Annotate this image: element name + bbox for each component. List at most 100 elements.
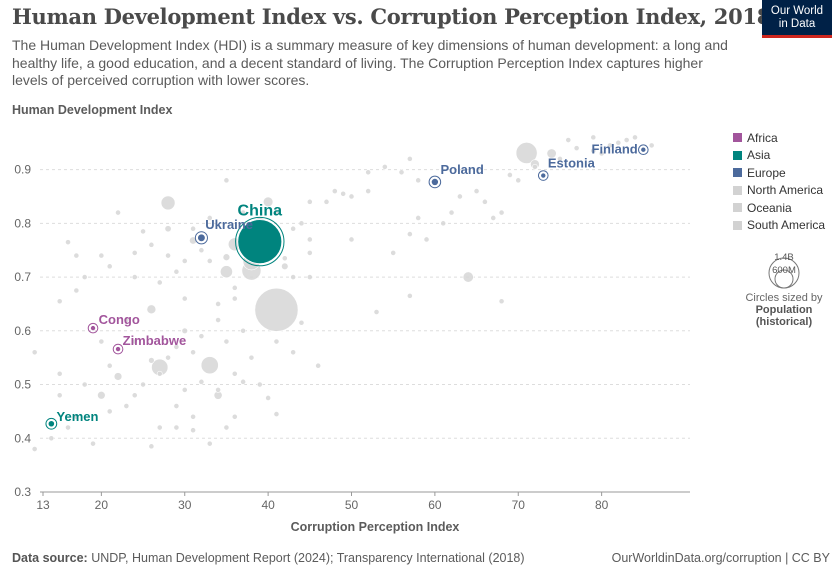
data-point[interactable] <box>73 287 80 294</box>
data-point[interactable] <box>181 327 188 335</box>
data-point[interactable] <box>231 295 238 302</box>
data-point[interactable] <box>590 147 597 154</box>
data-point[interactable] <box>448 209 455 216</box>
data-point[interactable] <box>231 413 238 420</box>
data-point[interactable] <box>106 362 113 369</box>
legend-item-south-america[interactable]: South America <box>733 217 840 235</box>
data-point[interactable] <box>206 215 213 221</box>
data-point[interactable] <box>113 372 123 381</box>
data-point[interactable] <box>423 236 430 243</box>
data-point[interactable] <box>648 142 655 149</box>
data-point[interactable] <box>340 190 347 197</box>
data-point[interactable] <box>140 228 146 235</box>
data-point[interactable] <box>565 137 572 143</box>
data-point[interactable] <box>615 139 622 146</box>
data-point[interactable] <box>160 195 176 211</box>
legend-item-europe[interactable]: Europe <box>733 164 840 182</box>
data-point[interactable] <box>298 319 305 326</box>
data-point[interactable] <box>106 263 113 270</box>
data-point[interactable] <box>98 252 105 259</box>
data-point[interactable] <box>546 148 557 159</box>
data-point[interactable] <box>164 225 172 233</box>
data-point[interactable] <box>262 196 274 208</box>
data-point[interactable] <box>306 198 313 205</box>
owid-logo[interactable]: Our World in Data <box>762 0 832 38</box>
data-point[interactable] <box>173 424 180 431</box>
data-point[interactable] <box>406 292 413 299</box>
data-point[interactable] <box>56 298 63 305</box>
data-point[interactable] <box>181 258 188 264</box>
data-point[interactable] <box>323 198 330 205</box>
data-point[interactable] <box>373 309 380 315</box>
data-point[interactable] <box>381 164 388 170</box>
data-point[interactable] <box>31 349 38 356</box>
legend-item-asia[interactable]: Asia <box>733 147 840 165</box>
data-point[interactable] <box>73 413 80 420</box>
data-point[interactable] <box>532 164 538 170</box>
data-point[interactable] <box>65 424 71 431</box>
highlighted-point-zimbabwe[interactable] <box>115 346 122 353</box>
data-point[interactable] <box>498 209 505 216</box>
data-point[interactable] <box>190 349 196 356</box>
highlighted-point-china[interactable] <box>237 219 283 265</box>
data-point[interactable] <box>273 338 280 345</box>
data-point[interactable] <box>632 134 638 141</box>
data-point[interactable] <box>106 408 113 415</box>
data-point[interactable] <box>181 295 188 302</box>
data-point[interactable] <box>65 239 71 246</box>
data-point[interactable] <box>462 271 474 283</box>
data-point[interactable] <box>115 209 121 216</box>
data-point[interactable] <box>140 381 146 388</box>
data-point[interactable] <box>607 142 613 149</box>
legend-item-north-america[interactable]: North America <box>733 182 840 200</box>
data-point[interactable] <box>315 362 322 369</box>
data-point[interactable] <box>440 220 447 227</box>
data-point[interactable] <box>498 298 505 305</box>
data-point[interactable] <box>281 262 289 270</box>
data-point[interactable] <box>273 411 280 417</box>
data-point[interactable] <box>148 357 155 364</box>
data-point[interactable] <box>215 301 221 307</box>
data-point[interactable] <box>306 236 313 243</box>
data-point[interactable] <box>365 188 372 195</box>
legend-item-africa[interactable]: Africa <box>733 129 840 147</box>
data-point[interactable] <box>123 317 130 323</box>
data-point[interactable] <box>206 258 213 264</box>
data-point[interactable] <box>231 284 238 291</box>
data-point[interactable] <box>231 370 238 377</box>
data-point[interactable] <box>223 424 230 431</box>
data-point[interactable] <box>206 440 213 447</box>
data-point[interactable] <box>290 274 297 280</box>
data-point[interactable] <box>273 209 280 216</box>
data-point[interactable] <box>198 333 205 340</box>
data-point[interactable] <box>97 391 106 400</box>
data-point[interactable] <box>398 169 405 176</box>
data-point[interactable] <box>415 215 422 221</box>
data-point[interactable] <box>306 249 313 256</box>
data-point[interactable] <box>190 225 196 232</box>
data-point[interactable] <box>181 387 188 393</box>
data-point[interactable] <box>515 177 522 184</box>
data-point[interactable] <box>56 392 63 399</box>
data-point[interactable] <box>215 387 221 393</box>
data-point[interactable] <box>98 338 105 345</box>
data-point[interactable] <box>598 150 605 157</box>
data-point[interactable] <box>515 142 538 164</box>
data-point[interactable] <box>165 252 171 259</box>
highlighted-point-congo[interactable] <box>90 325 97 332</box>
data-point[interactable] <box>390 249 397 256</box>
data-point[interactable] <box>240 327 247 334</box>
data-point[interactable] <box>131 338 138 345</box>
data-point[interactable] <box>223 338 230 345</box>
data-point[interactable] <box>248 354 255 361</box>
data-point[interactable] <box>200 356 219 375</box>
data-point[interactable] <box>473 188 480 195</box>
data-point[interactable] <box>265 395 272 401</box>
data-point[interactable] <box>490 215 497 221</box>
data-point[interactable] <box>123 403 130 409</box>
data-point[interactable] <box>290 349 297 356</box>
data-point[interactable] <box>173 344 180 350</box>
data-point[interactable] <box>73 252 80 259</box>
data-point[interactable] <box>306 274 313 280</box>
data-point[interactable] <box>290 225 297 232</box>
